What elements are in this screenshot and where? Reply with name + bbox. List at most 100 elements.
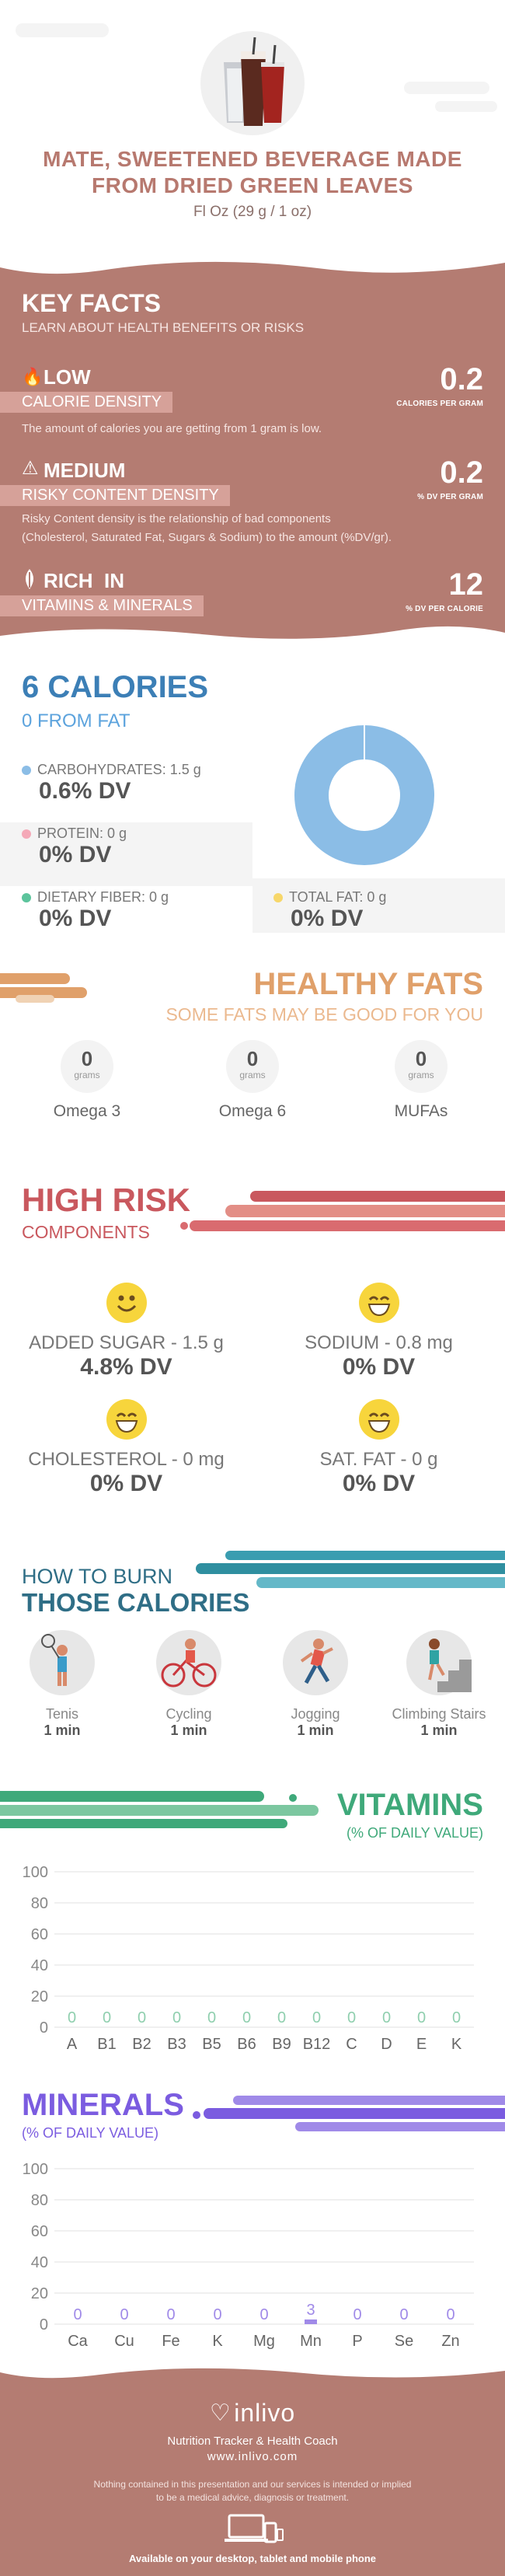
risky-density-value: 0.2 bbox=[440, 456, 483, 490]
footer-wave-decoration bbox=[0, 2363, 505, 2379]
page-title-line1: MATE, SWEETENED BEVERAGE MADE bbox=[43, 147, 462, 171]
risky-density-level: MEDIUM bbox=[44, 459, 126, 482]
minerals-stripe-decoration bbox=[204, 2108, 505, 2119]
x-tick-label: Cu bbox=[114, 2333, 134, 2349]
minerals-dot-decoration bbox=[193, 2111, 200, 2119]
bar-value-label: 0 bbox=[166, 2306, 175, 2323]
key-facts-title: KEY FACTS bbox=[22, 289, 161, 317]
vitamins-stripe-decoration bbox=[0, 1819, 287, 1828]
climbing-stairs-time: 1 min bbox=[420, 1723, 458, 1738]
fat-label-text: TOTAL FAT: 0 g bbox=[289, 889, 387, 905]
footer-url[interactable]: www.inlivo.com bbox=[207, 2450, 298, 2463]
risk-stripe-decoration bbox=[190, 1220, 505, 1231]
x-tick-label: B3 bbox=[167, 2036, 186, 2052]
vitamins-title: VITAMINS bbox=[336, 1788, 483, 1822]
high-risk-subtitle: COMPONENTS bbox=[22, 1222, 150, 1242]
y-tick-label: 100 bbox=[23, 1864, 48, 1881]
calories-section: 6 CALORIES 0 FROM FAT CARBOHYDRATES: 1.5… bbox=[0, 661, 505, 956]
cloud-decoration bbox=[16, 23, 109, 37]
cholesterol-dv: 0% DV bbox=[89, 1471, 163, 1496]
y-tick-label: 80 bbox=[31, 1895, 48, 1912]
footer-tagline: Nutrition Tracker & Health Coach bbox=[167, 2435, 338, 2448]
minerals-section: MINERALS (% OF DAILY VALUE) 0 20 40 60 80 100… bbox=[0, 2083, 505, 2363]
minerals-stripe-decoration bbox=[233, 2096, 505, 2105]
minerals-title: MINERALS bbox=[22, 2088, 184, 2122]
x-tick-label: B12 bbox=[303, 2036, 331, 2052]
healthy-fats-title: HEALTHY FATS bbox=[253, 967, 483, 1001]
tennis-item: Tenis 1 min bbox=[16, 1630, 109, 1739]
bar bbox=[305, 2319, 317, 2324]
high-risk-section: HIGH RISK COMPONENTS ADDED SUGAR - 1.5 g… bbox=[0, 1174, 505, 1531]
grin-icon bbox=[106, 1399, 147, 1440]
calorie-density-value: 0.2 bbox=[440, 362, 483, 396]
risky-density-block: ⚠ MEDIUM RISKY CONTENT DENSITY 0.2 % DV … bbox=[0, 456, 505, 549]
grin-icon bbox=[358, 1399, 399, 1440]
burn-stripe-decoration bbox=[196, 1563, 505, 1574]
added-sugar-item: ADDED SUGAR - 1.5 g 4.8% DV bbox=[0, 1283, 252, 1380]
healthy-fats-section: HEALTHY FATS SOME FATS MAY BE GOOD FOR Y… bbox=[0, 956, 505, 1150]
bar-value-label: 0 bbox=[446, 2306, 454, 2323]
x-tick-label: Ca bbox=[68, 2333, 88, 2349]
bar-value-label: 0 bbox=[399, 2306, 408, 2323]
risky-density-label: RISKY CONTENT DENSITY bbox=[0, 485, 230, 506]
x-tick-label: C bbox=[346, 2036, 357, 2052]
vitamins-section: VITAMINS (% OF DAILY VALUE) 0 20 40 60 80 100… bbox=[0, 1780, 505, 2075]
climbing-stairs-item: Climbing Stairs 1 min bbox=[381, 1630, 497, 1739]
climbing-stairs-icon bbox=[406, 1630, 472, 1695]
x-tick-label: B5 bbox=[202, 2036, 221, 2052]
carbs-dot-icon bbox=[22, 766, 31, 776]
calorie-density-block: 🔥 LOW CALORIE DENSITY 0.2 CALORIES PER G… bbox=[0, 362, 505, 440]
mufas-circle: 0 grams bbox=[395, 1040, 448, 1093]
burn-stripe-decoration bbox=[225, 1551, 505, 1560]
x-tick-label: Fe bbox=[162, 2333, 179, 2349]
x-tick-label: Mn bbox=[300, 2333, 322, 2349]
fat-row-bg bbox=[252, 878, 505, 933]
omega6-name: Omega 6 bbox=[218, 1102, 287, 1120]
bar-value-label: 0 bbox=[120, 2306, 128, 2323]
bar-value-label: 0 bbox=[172, 2009, 181, 2026]
cloud-decoration bbox=[404, 82, 489, 94]
grin-icon bbox=[358, 1283, 399, 1323]
mufas-unit: grams bbox=[408, 1070, 434, 1080]
protein-label-text: PROTEIN: 0 g bbox=[37, 826, 127, 841]
footer: ♡ inlivo Nutrition Tracker & Health Coac… bbox=[0, 2363, 505, 2576]
vitamins-bar-chart: 0 20 40 60 80 100 0 A 0 B1 0 B2 0 B3 0 B5 0 B6 0 B9 0 B12 0 C 0 D… bbox=[23, 1864, 474, 2052]
sat-fat-dv: 0% DV bbox=[342, 1471, 416, 1496]
bar-value-label: 0 bbox=[213, 2306, 221, 2323]
key-facts-section: KEY FACTS LEARN ABOUT HEALTH BENEFITS OR… bbox=[0, 257, 505, 645]
x-tick-label: K bbox=[212, 2333, 223, 2349]
cycling-icon bbox=[156, 1630, 221, 1695]
burn-title-line1: HOW TO BURN bbox=[22, 1565, 173, 1588]
x-tick-label: P bbox=[352, 2333, 362, 2349]
bar-value-label: 0 bbox=[277, 2009, 286, 2026]
brand-name: inlivo bbox=[234, 2399, 296, 2427]
bar-value-label: 0 bbox=[242, 2009, 251, 2026]
smile-icon bbox=[106, 1283, 147, 1323]
cycling-time: 1 min bbox=[170, 1723, 207, 1738]
tennis-name: Tenis bbox=[45, 1706, 79, 1722]
serving-size: Fl Oz (29 g / 1 oz) bbox=[193, 204, 312, 220]
x-tick-label: B1 bbox=[97, 2036, 116, 2052]
carbs-dv: 0.6% DV bbox=[39, 778, 131, 804]
fats-stripe-decoration bbox=[16, 995, 54, 1003]
drink-glasses-icon bbox=[224, 37, 284, 126]
calorie-density-label: CALORIE DENSITY bbox=[0, 392, 173, 413]
burn-title-line2: THOSE CALORIES bbox=[22, 1588, 250, 1617]
bar-value-label: 0 bbox=[353, 2306, 361, 2323]
x-tick-label: A bbox=[67, 2036, 78, 2052]
x-tick-label: D bbox=[381, 2036, 392, 2052]
fiber-dv: 0% DV bbox=[39, 906, 112, 931]
page-title-line2: FROM DRIED GREEN LEAVES bbox=[92, 173, 413, 197]
bar-value-label: 3 bbox=[306, 2302, 315, 2319]
tennis-icon bbox=[30, 1630, 95, 1695]
x-tick-label: K bbox=[451, 2036, 462, 2052]
sodium-item: SODIUM - 0.8 mg 0% DV bbox=[252, 1283, 505, 1380]
y-tick-label: 60 bbox=[31, 2223, 48, 2240]
vitamins-density-unit: % DV PER CALORIE bbox=[406, 605, 483, 613]
omega6-circle: 0 grams bbox=[226, 1040, 279, 1093]
leaf-icon bbox=[22, 569, 37, 589]
risky-density-desc: Risky Content density is the relationshi… bbox=[22, 510, 392, 547]
calories-title: 6 CALORIES bbox=[22, 670, 209, 704]
footer-disclaimer: Nothing contained in this presentation a… bbox=[0, 2478, 505, 2504]
footer-disclaimer-line1: Nothing contained in this presentation a… bbox=[93, 2479, 412, 2490]
